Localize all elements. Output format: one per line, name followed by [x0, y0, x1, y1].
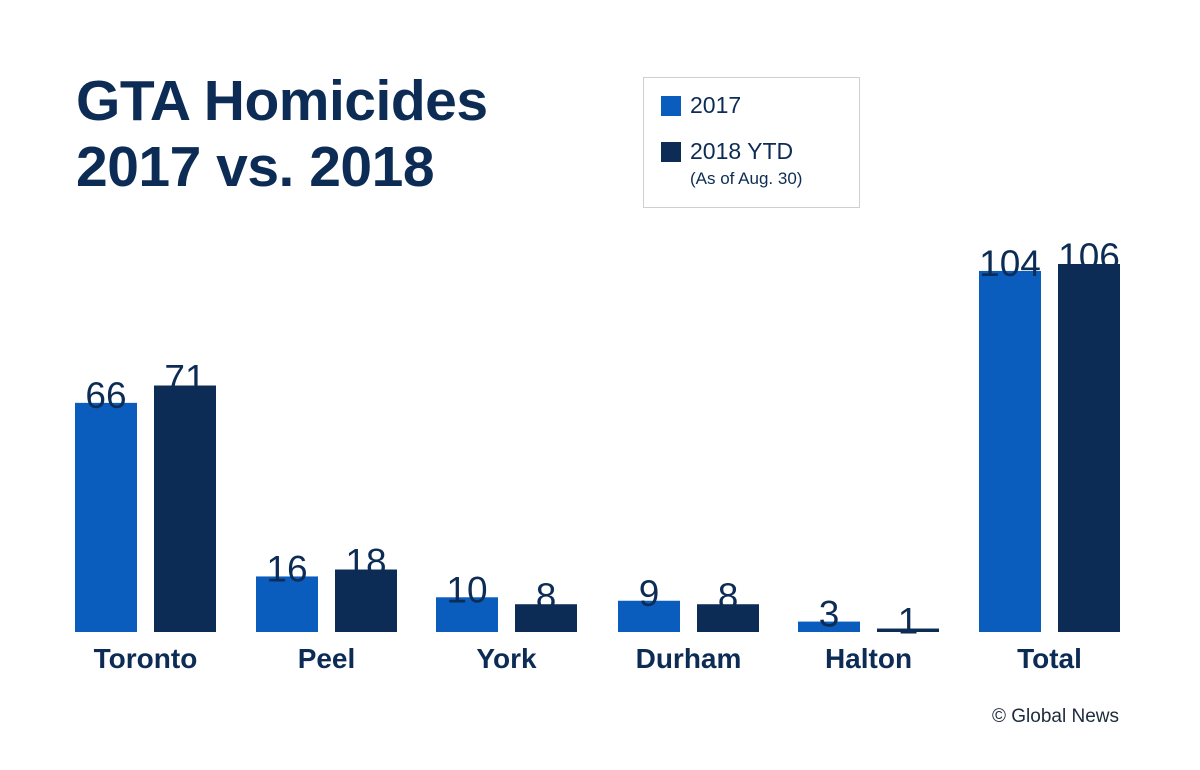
bar-halton-2018-ytd [877, 628, 939, 632]
data-label-york-2018-ytd: 8 [536, 576, 557, 617]
category-label-halton: Halton [825, 643, 912, 674]
legend-note: (As of Aug. 30) [690, 169, 803, 188]
data-label-total-2018-ytd: 106 [1058, 236, 1120, 277]
chart-title-line-2: 2017 vs. 2018 [76, 135, 435, 199]
data-label-peel-2017: 16 [266, 548, 307, 589]
legend-label-2017: 2017 [690, 92, 742, 118]
data-label-toronto-2017: 66 [85, 375, 126, 416]
legend-swatch-2017 [661, 95, 681, 116]
data-label-halton-2018-ytd: 1 [898, 601, 919, 642]
data-label-total-2017: 104 [979, 243, 1041, 284]
bar-toronto-2018-ytd [154, 385, 216, 632]
bar-toronto-2017 [75, 402, 137, 632]
bar-peel-2017 [256, 576, 318, 632]
bar-peel-2018-ytd [335, 569, 397, 632]
data-label-durham-2017: 9 [639, 573, 660, 614]
category-label-toronto: Toronto [94, 643, 198, 674]
data-label-toronto-2018-ytd: 71 [164, 358, 205, 399]
bar-york-2017 [436, 597, 498, 632]
data-label-durham-2018-ytd: 8 [718, 576, 739, 617]
chart-title-line-1: GTA Homicides [76, 69, 488, 133]
source-credit: © Global News [992, 706, 1119, 727]
bar-total-2017 [979, 270, 1041, 632]
bar-durham-2017 [618, 600, 680, 632]
category-label-peel: Peel [298, 643, 356, 674]
category-label-durham: Durham [636, 643, 742, 674]
bar-halton-2017 [798, 621, 860, 632]
bar-york-2018-ytd [515, 604, 577, 632]
data-label-halton-2017: 3 [819, 594, 840, 635]
chart-title: GTA Homicides 2017 vs. 2018 [76, 68, 488, 200]
data-label-peel-2018-ytd: 18 [345, 542, 386, 583]
category-label-total: Total [1017, 643, 1082, 674]
legend-item-2018-ytd: 2018 YTD [661, 138, 793, 165]
category-label-york: York [476, 643, 537, 674]
legend-label-2018-ytd: 2018 YTD [690, 138, 794, 164]
bar-durham-2018-ytd [697, 604, 759, 632]
legend: 2017 2018 YTD (As of Aug. 30) [643, 77, 860, 208]
legend-swatch-2018-ytd [661, 141, 681, 162]
bar-total-2018-ytd [1058, 264, 1120, 632]
data-label-york-2017: 10 [446, 569, 487, 610]
legend-item-2017: 2017 [661, 92, 741, 119]
